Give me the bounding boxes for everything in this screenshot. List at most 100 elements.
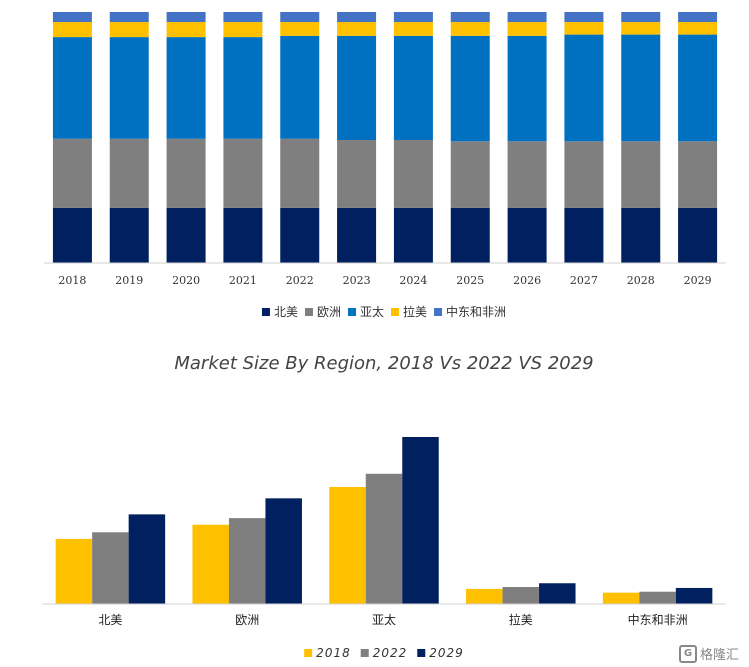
bar-2028-series-0 <box>621 207 661 263</box>
bar-2027-series-3 <box>564 22 604 35</box>
bar-2025-series-2 <box>450 35 490 142</box>
bar-2022-series-1 <box>280 138 320 208</box>
stacked-share-chart: 2018 2019 2020 2021 2022 2023 2024 2025 2026 2027… <box>44 12 726 319</box>
bar-2021-series-0 <box>223 207 263 263</box>
x-tick-label: 2018 <box>58 274 86 287</box>
bar-2023-series-0 <box>337 207 377 263</box>
legend-item: 中东和非洲 <box>434 304 506 319</box>
x-tick-label: 2024 <box>399 274 427 287</box>
bar-2022-series-2 <box>280 35 320 139</box>
legend-swatch <box>304 649 313 657</box>
g-logo-icon: G <box>678 644 697 663</box>
bar-2025-series-0 <box>450 207 490 263</box>
bar-2029-series-2 <box>678 34 718 142</box>
legend-item: 北美 <box>261 305 298 319</box>
watermark-label: 格隆汇 <box>699 648 739 663</box>
legend-item: 2022 <box>360 646 408 660</box>
legend-label: 拉美 <box>403 304 427 319</box>
bar-2024-series-1 <box>393 140 433 208</box>
legend-label: 中东和非洲 <box>446 304 506 319</box>
bar-2018-0 <box>55 538 93 604</box>
bar-2018-series-0 <box>52 207 92 263</box>
x-tick-label: 2020 <box>172 274 200 287</box>
bar-2026-series-1 <box>507 141 547 208</box>
bar-2021-series-1 <box>223 138 263 208</box>
bar-2029-series-3 <box>678 22 718 35</box>
legend-swatch <box>391 308 400 316</box>
bar-2018-series-2 <box>52 37 92 139</box>
bar-2018-3 <box>466 588 503 604</box>
x-tick-label: 2023 <box>343 274 371 287</box>
x-tick-label: 2029 <box>684 274 712 287</box>
x-tick-label: 2028 <box>627 274 655 287</box>
bar-2020-series-1 <box>166 138 206 208</box>
x-tick-label: 2025 <box>456 274 484 287</box>
bar-2020-series-4 <box>166 12 206 23</box>
bar-2023-series-2 <box>337 35 377 141</box>
legend-label: 2018 <box>316 646 351 660</box>
bar-2024-series-3 <box>393 22 433 36</box>
bar-2019-series-1 <box>109 138 149 208</box>
bar-2027-series-4 <box>564 12 604 23</box>
legend-label: 2029 <box>429 646 464 660</box>
bar-2022-4 <box>639 591 676 604</box>
x-tick-label: 2027 <box>570 274 598 287</box>
bar-2028-series-2 <box>621 34 661 142</box>
x-category-label: 北美 <box>98 613 122 627</box>
bar-2020-series-2 <box>166 37 206 139</box>
legend-label: 欧洲 <box>317 305 341 319</box>
chart-title: Market Size By Region, 2018 Vs 2022 VS 2… <box>174 353 593 374</box>
legend-swatch <box>261 308 270 316</box>
bar-2029-0 <box>128 514 166 604</box>
bar-2025-series-4 <box>450 12 490 23</box>
legend-item: 拉美 <box>391 304 427 319</box>
bar-2021-series-3 <box>223 22 263 38</box>
legend-swatch <box>360 649 369 657</box>
watermark: G 格隆汇 <box>678 644 739 663</box>
bar-2027-series-0 <box>564 207 604 263</box>
bar-2019-series-0 <box>109 207 149 263</box>
bar-2026-series-3 <box>507 22 547 36</box>
bar-2023-series-3 <box>337 22 377 36</box>
bar-2020-series-3 <box>166 22 206 38</box>
legend-swatch <box>417 649 426 657</box>
bar-2018-4 <box>602 592 640 604</box>
x-category-label: 欧洲 <box>235 613 259 627</box>
bar-2029-series-1 <box>678 141 718 208</box>
bar-2029-series-0 <box>678 207 718 263</box>
x-tick-label: 2022 <box>286 274 314 287</box>
bar-2027-series-1 <box>564 141 604 208</box>
bar-2024-series-4 <box>393 12 433 23</box>
bar-2029-3 <box>539 583 576 604</box>
bar-2029-1 <box>265 498 302 604</box>
bar-2029-4 <box>675 587 713 604</box>
bar-2025-series-1 <box>450 141 490 208</box>
legend-item: 亚太 <box>347 304 384 319</box>
x-category-label: 拉美 <box>509 612 533 627</box>
legend-label: 北美 <box>274 305 298 319</box>
legend-label: 2022 <box>373 646 408 660</box>
bar-2028-series-1 <box>621 141 661 208</box>
bar-2018-2 <box>329 487 366 604</box>
x-category-label: 中东和非洲 <box>628 612 688 627</box>
legend-label: 亚太 <box>360 304 384 319</box>
bar-2019-series-2 <box>109 37 149 139</box>
bar-2026-series-4 <box>507 12 547 23</box>
x-tick-label: 2021 <box>229 274 257 287</box>
bar-2023-series-4 <box>337 12 377 23</box>
bar-2028-series-3 <box>621 22 661 35</box>
bar-2026-series-0 <box>507 207 547 263</box>
bar-2018-series-3 <box>52 22 92 38</box>
bar-2018-series-1 <box>52 138 92 208</box>
x-category-label: 亚太 <box>372 612 396 627</box>
bar-2022-2 <box>365 473 403 604</box>
bar-2018-1 <box>192 524 229 604</box>
legend-swatch <box>434 308 443 316</box>
bar-2019-series-3 <box>109 22 149 38</box>
grouped-market-size-chart: Market Size By Region, 2018 Vs 2022 VS 2… <box>42 353 726 660</box>
legend-item: 2018 <box>304 646 351 660</box>
legend-swatch <box>347 308 356 316</box>
legend-item: 欧洲 <box>304 305 341 319</box>
bar-2023-series-1 <box>337 140 377 208</box>
bar-2029-2 <box>402 437 439 604</box>
